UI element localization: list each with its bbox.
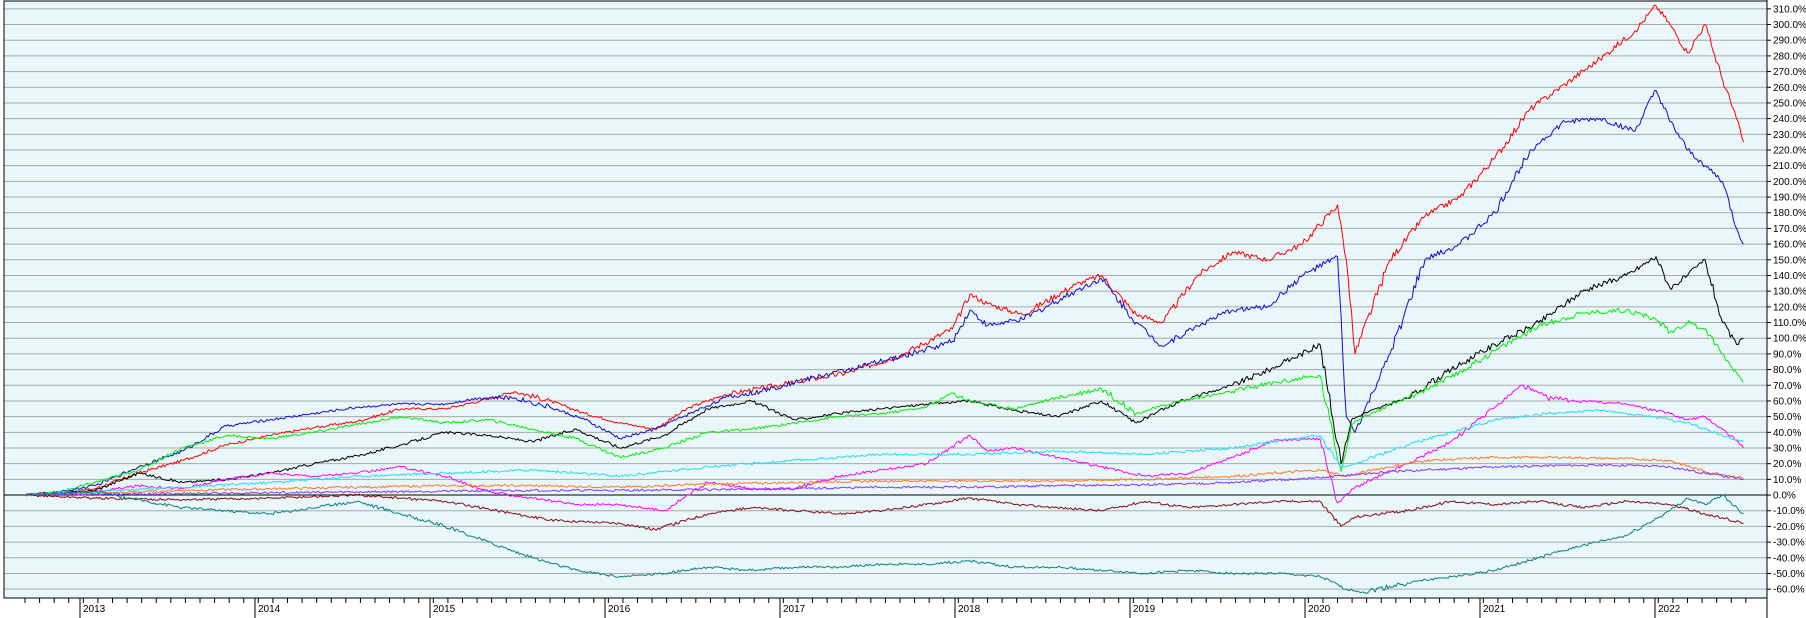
y-tick-label: 150.0%: [1773, 255, 1806, 266]
x-tick-label: 2022: [1658, 604, 1681, 615]
x-tick-label: 2015: [433, 604, 456, 615]
y-tick-label: 270.0%: [1773, 67, 1806, 78]
x-tick-label: 2014: [258, 604, 281, 615]
y-tick-label: 100.0%: [1773, 334, 1806, 345]
y-tick-label: 40.0%: [1773, 428, 1801, 439]
y-tick-label: 310.0%: [1773, 4, 1806, 15]
y-tick-label: 160.0%: [1773, 240, 1806, 251]
y-tick-label: 110.0%: [1773, 318, 1806, 329]
y-tick-label: 140.0%: [1773, 271, 1806, 282]
y-tick-label: 50.0%: [1773, 412, 1801, 423]
x-tick-label: 2021: [1483, 604, 1506, 615]
y-tick-label: 190.0%: [1773, 193, 1806, 204]
plot-area-upper: [4, 1, 1767, 496]
series-line-3: [24, 256, 1744, 496]
y-tick-label: -40.0%: [1773, 553, 1805, 564]
y-tick-label: 30.0%: [1773, 444, 1801, 455]
series-line-7: [24, 455, 1744, 497]
y-tick-label: 180.0%: [1773, 208, 1806, 219]
y-tick-label: 80.0%: [1773, 365, 1801, 376]
y-tick-label: 10.0%: [1773, 475, 1801, 486]
series-line-2: [24, 89, 1744, 497]
x-tick-label: 2019: [1133, 604, 1156, 615]
y-tick-label: 0.0%: [1773, 491, 1796, 502]
series-line-9: [24, 493, 1744, 531]
y-tick-label: -10.0%: [1773, 506, 1805, 517]
plot-area-lower: [4, 495, 1767, 598]
y-tick-label: 230.0%: [1773, 130, 1806, 141]
y-tick-label: 20.0%: [1773, 459, 1801, 470]
y-tick-label: 240.0%: [1773, 114, 1806, 125]
x-tick-label: 2018: [958, 604, 981, 615]
x-tick-label: 2017: [783, 604, 806, 615]
y-tick-label: -50.0%: [1773, 569, 1805, 580]
y-tick-label: 170.0%: [1773, 224, 1806, 235]
series-line-10: [24, 490, 1744, 594]
y-tick-label: 290.0%: [1773, 36, 1806, 47]
y-tick-label: -20.0%: [1773, 522, 1805, 533]
y-tick-label: 60.0%: [1773, 396, 1801, 407]
x-tick-label: 2020: [1308, 604, 1331, 615]
y-tick-label: 70.0%: [1773, 381, 1801, 392]
y-tick-label: 200.0%: [1773, 177, 1806, 188]
y-tick-label: 210.0%: [1773, 161, 1806, 172]
y-tick-label: 90.0%: [1773, 349, 1801, 360]
y-tick-label: 260.0%: [1773, 83, 1806, 94]
y-tick-label: 250.0%: [1773, 98, 1806, 109]
y-tick-label: 300.0%: [1773, 20, 1806, 31]
series-line-4: [24, 307, 1744, 496]
series-line-8: [25, 463, 1744, 497]
y-tick-label: 280.0%: [1773, 51, 1806, 62]
x-tick-label: 2013: [83, 604, 106, 615]
series-line-1: [24, 4, 1744, 497]
x-tick-label: 2016: [608, 604, 631, 615]
series-line-5: [24, 384, 1744, 512]
y-tick-label: -30.0%: [1773, 538, 1805, 549]
y-tick-label: 220.0%: [1773, 146, 1806, 157]
y-tick-label: -60.0%: [1773, 585, 1805, 596]
series-line-6: [24, 408, 1744, 497]
y-tick-label: 120.0%: [1773, 302, 1806, 313]
y-tick-label: 130.0%: [1773, 287, 1806, 298]
